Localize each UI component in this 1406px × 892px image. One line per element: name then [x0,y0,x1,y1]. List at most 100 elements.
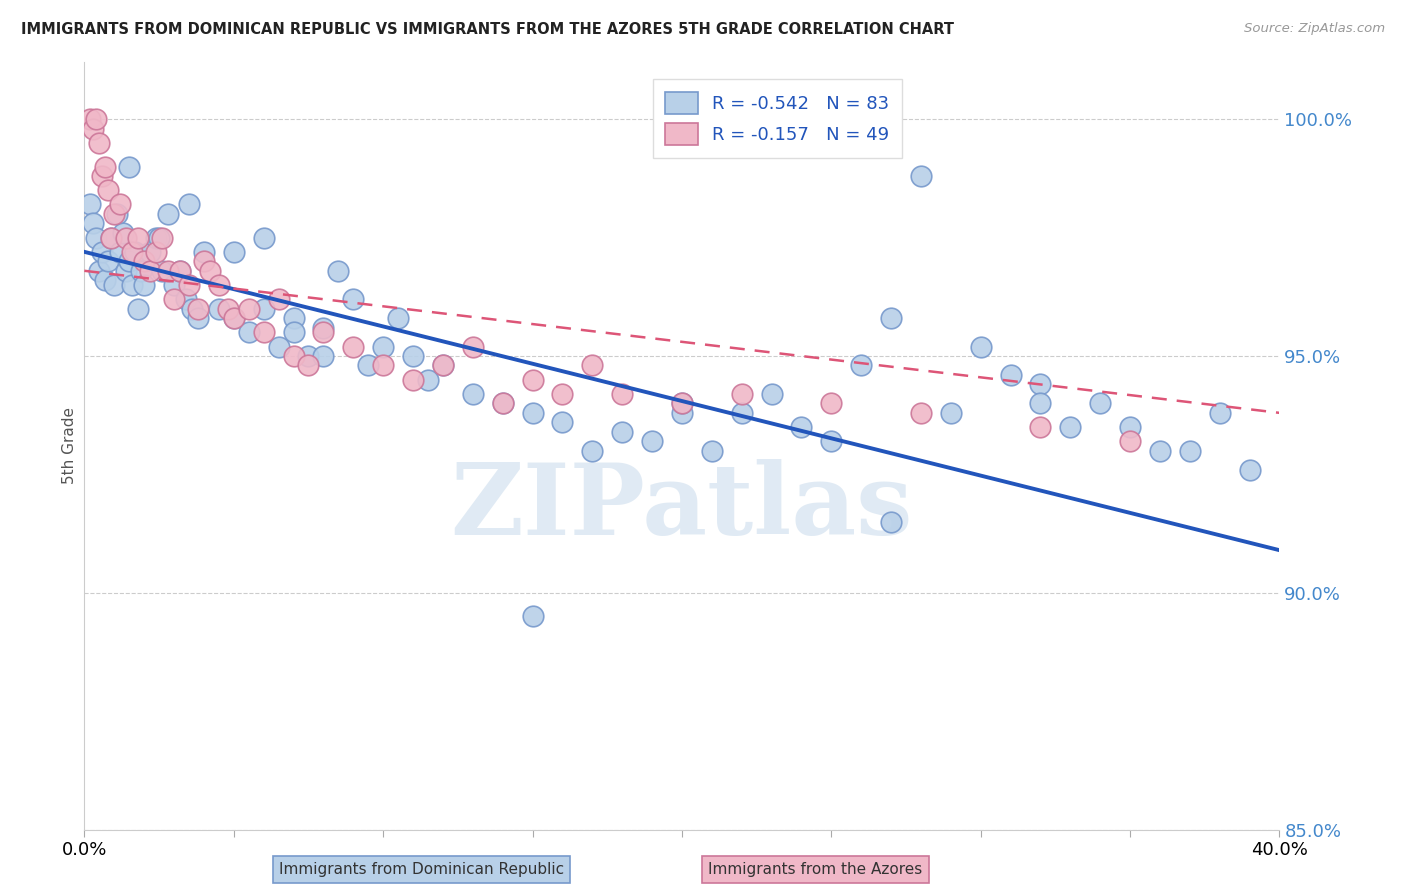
Point [82,216,104,230]
Point [387,311,409,326]
Point [880,311,903,326]
Point [939,406,962,420]
Point [1239,463,1261,477]
Point [612,425,634,439]
Point [97,254,120,268]
Point [851,359,873,373]
Point [581,359,603,373]
Point [820,434,842,449]
Point [94,273,117,287]
Point [402,349,425,363]
Point [1178,443,1201,458]
Point [103,278,125,293]
Point [731,406,754,420]
Point [187,301,209,316]
Point [89,264,111,278]
Point [342,292,364,306]
Point [267,340,290,354]
Point [297,359,319,373]
Point [157,264,180,278]
Point [132,254,156,268]
Point [612,387,634,401]
Text: ZIPatlas: ZIPatlas [451,458,912,556]
Point [118,160,141,174]
Point [132,278,156,293]
Point [671,406,693,420]
Point [129,264,152,278]
Text: Immigrants from Dominican Republic: Immigrants from Dominican Republic [280,863,564,877]
Point [461,387,484,401]
Point [970,340,993,354]
Point [253,230,276,244]
Point [731,387,754,401]
Point [700,443,723,458]
Point [100,230,122,244]
Point [112,226,135,240]
Point [157,207,180,221]
Point [121,244,143,259]
Point [100,230,122,244]
Point [139,264,162,278]
Point [148,230,170,244]
Point [492,396,515,410]
Point [522,406,544,420]
Point [790,420,813,434]
Text: IMMIGRANTS FROM DOMINICAN REPUBLIC VS IMMIGRANTS FROM THE AZORES 5TH GRADE CORRE: IMMIGRANTS FROM DOMINICAN REPUBLIC VS IM… [21,22,955,37]
Point [880,515,903,529]
Point [103,207,125,221]
Point [174,292,197,306]
Point [127,230,149,244]
Point [522,373,544,387]
Point [267,292,290,306]
Point [1119,420,1142,434]
Point [150,230,173,244]
Point [551,415,574,429]
Point [127,301,149,316]
Point [110,197,132,211]
Point [1149,443,1171,458]
Point [217,301,239,316]
Text: Source: ZipAtlas.com: Source: ZipAtlas.com [1244,22,1385,36]
Point [91,244,114,259]
Point [253,301,276,316]
Point [198,264,221,278]
Point [357,359,380,373]
Point [820,396,842,410]
Point [312,349,335,363]
Point [169,264,191,278]
Point [283,326,305,340]
Point [1029,377,1052,392]
Point [181,301,204,316]
Point [1059,420,1081,434]
Point [1029,396,1052,410]
Point [416,373,439,387]
Point [671,396,693,410]
Point [169,264,191,278]
Point [163,292,186,306]
Point [86,112,108,127]
Point [97,183,120,197]
Point [1090,396,1112,410]
Point [177,278,200,293]
Point [671,396,693,410]
Point [581,443,603,458]
Point [139,244,162,259]
Point [222,244,245,259]
Point [115,230,138,244]
Point [222,311,245,326]
Point [373,340,395,354]
Point [187,311,209,326]
Point [761,387,783,401]
Point [110,244,132,259]
Point [551,387,574,401]
Point [89,136,111,150]
Point [91,169,114,183]
Point [79,197,101,211]
Point [94,160,117,174]
Point [432,359,454,373]
Point [121,278,143,293]
Point [297,349,319,363]
Point [193,254,215,268]
Point [82,121,104,136]
Point [1209,406,1232,420]
